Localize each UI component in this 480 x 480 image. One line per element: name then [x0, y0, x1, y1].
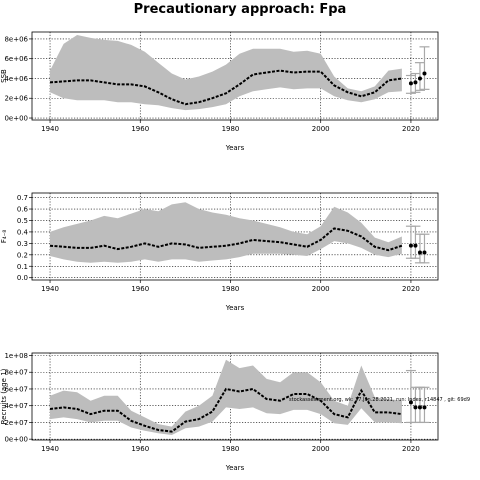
data-point — [422, 71, 427, 76]
x-tick-label: 2000 — [312, 445, 330, 453]
y-tick-label: 4e+07 — [4, 402, 28, 410]
data-point — [413, 80, 418, 85]
y-tick-label: 0.3 — [17, 240, 28, 248]
data-point — [413, 405, 418, 410]
y-tick-label: 0e+00 — [4, 115, 28, 123]
y-tick-label: 6e+07 — [4, 385, 28, 393]
data-point — [422, 250, 427, 255]
x-tick-label: 1960 — [131, 285, 149, 293]
data-point — [413, 243, 418, 248]
x-axis-label: Years — [225, 464, 245, 472]
panels: 1940 1960 1980 2000 2020 0e+00 2e+06 4e+06 6e+06… — [0, 31, 439, 472]
plot-frame — [31, 352, 439, 441]
y-tick-label: 0e+00 — [4, 436, 28, 444]
confidence-band — [50, 202, 402, 263]
y-tick-label: 2e+07 — [4, 419, 28, 427]
annotation-text: stockassessment.org, wk: 17.Jan.28.2021,… — [289, 397, 470, 403]
y-axis-label: Recruits (age 1) — [0, 368, 8, 424]
chart-title: Precautionary approach: Fpa — [134, 2, 347, 17]
series-line — [49, 69, 403, 106]
panel-ssb: 1940 1960 1980 2000 2020 0e+00 2e+06 4e+06 6e+06… — [0, 31, 439, 152]
confidence-band — [50, 359, 402, 435]
x-tick-label: 1940 — [41, 125, 59, 133]
x-tick-label: 1980 — [222, 285, 240, 293]
y-tick-label: 0.2 — [17, 251, 28, 259]
data-point — [417, 405, 422, 410]
y-tick-label: 0.4 — [17, 228, 29, 236]
x-axis-label: Years — [225, 144, 245, 152]
x-tick-label: 2020 — [402, 125, 420, 133]
x-tick-label: 1940 — [41, 445, 59, 453]
y-tick-label: 8e+07 — [4, 369, 28, 377]
data-point — [417, 250, 422, 255]
y-axis-label: F₄₋₈ — [0, 230, 8, 244]
y-tick-label: 4e+06 — [4, 75, 28, 83]
x-tick-label: 2020 — [402, 445, 420, 453]
y-tick-label: 1e+08 — [4, 352, 28, 360]
x-tick-label: 1980 — [222, 125, 240, 133]
confidence-band — [50, 35, 402, 111]
data-point — [408, 81, 413, 86]
y-tick-label: 0.5 — [17, 217, 28, 225]
x-axis-label: Years — [225, 304, 245, 312]
data-point — [408, 243, 413, 248]
x-tick-label: 1980 — [222, 445, 240, 453]
plot-frame — [31, 192, 439, 281]
y-axis-label: SSB — [0, 69, 8, 83]
x-tick-label: 2020 — [402, 285, 420, 293]
x-tick-label: 2000 — [312, 285, 330, 293]
series-line — [49, 387, 403, 433]
plot-frame — [31, 31, 439, 121]
x-tick-label: 1940 — [41, 285, 59, 293]
y-tick-label: 2e+06 — [4, 95, 28, 103]
panel-fbar: 1940 1960 1980 2000 2020 0.0 0.1 0.2 0.3 0.4 0.5 0.… — [0, 192, 439, 312]
y-tick-label: 0.0 — [17, 274, 28, 282]
panel-recruits: 1940 1960 1980 2000 2020 0e+00 2e+07 4e+07 6e+07… — [0, 352, 439, 472]
data-point — [408, 400, 413, 405]
y-tick-label: 8e+06 — [4, 35, 28, 43]
x-tick-label: 1960 — [131, 125, 149, 133]
x-tick-label: 1960 — [131, 445, 149, 453]
y-tick-label: 0.6 — [17, 206, 29, 214]
x-tick-label: 2000 — [312, 125, 330, 133]
y-tick-label: 6e+06 — [4, 55, 28, 63]
series-line — [49, 227, 403, 252]
y-tick-label: 0.1 — [17, 263, 28, 271]
y-tick-label: 0.7 — [17, 194, 28, 202]
data-point — [422, 405, 427, 410]
data-point — [417, 76, 422, 81]
